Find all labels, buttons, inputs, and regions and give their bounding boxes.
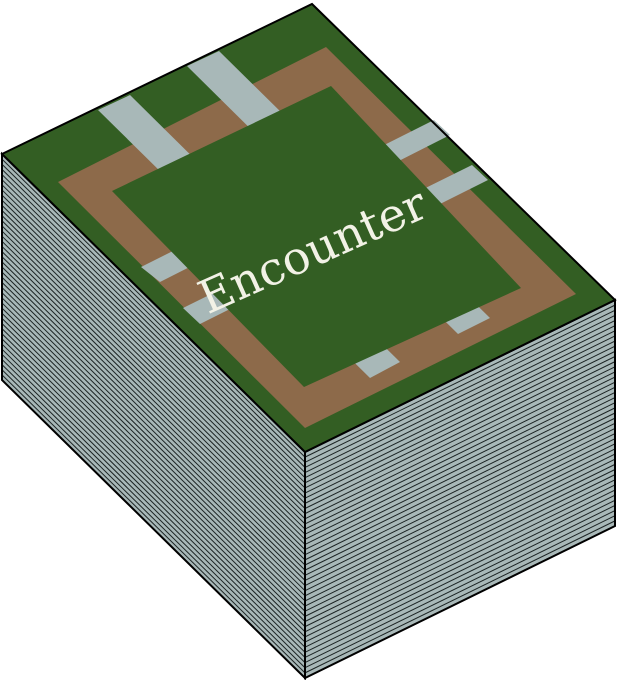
- page-edge-line: [304, 325, 616, 479]
- page-edge-line: [304, 371, 616, 525]
- page-edge-line: [304, 422, 616, 576]
- page-edge-line: [1, 292, 306, 592]
- page-edge-line: [1, 230, 306, 530]
- page-edge-line: [1, 374, 306, 674]
- page-edge-line: [1, 318, 306, 617]
- page-edge-line: [1, 210, 306, 509]
- page-edge-line: [304, 520, 616, 674]
- page-edge-line: [304, 484, 616, 638]
- page-edge-line: [304, 494, 616, 648]
- page-edge-line: [1, 189, 306, 489]
- page-edge-line: [304, 304, 616, 458]
- page-edge-line: [304, 376, 616, 530]
- page-edge-line: [1, 158, 306, 458]
- page-edge-line: [1, 205, 306, 504]
- page-edge-line: [1, 282, 306, 581]
- page-edge-line: [304, 474, 616, 628]
- page-edge-line: [304, 515, 616, 669]
- page-edge-line: [304, 309, 616, 463]
- page-edge-line: [304, 443, 616, 597]
- page-edge-line: [304, 345, 616, 499]
- page-edge-line: [1, 215, 306, 514]
- page-edge-line: [1, 271, 306, 571]
- page-edge-line: [304, 350, 616, 504]
- page-edge-line: [1, 348, 306, 648]
- page-edge-line: [304, 356, 616, 509]
- page-edge-line: [1, 359, 306, 658]
- page-edge-line: [1, 369, 306, 669]
- page-edge-line: [1, 199, 306, 499]
- page-edge-line: [1, 169, 306, 468]
- page-edge-line: [1, 225, 306, 525]
- page-edge-line: [1, 364, 306, 663]
- page-edge-line: [304, 479, 616, 633]
- page-edge-line: [304, 499, 616, 653]
- page-edge-line: [1, 343, 306, 643]
- deck-right-side: [304, 298, 616, 680]
- page-edge-line: [1, 251, 306, 550]
- title-panel: [112, 86, 521, 387]
- page-edge-line: [1, 261, 306, 561]
- page-edge-lines-right: [304, 304, 616, 674]
- page-edge-line: [304, 453, 616, 607]
- page-edge-line: [1, 338, 306, 638]
- page-edge-line: [304, 505, 616, 658]
- page-edge-line: [304, 361, 616, 515]
- page-edge-line: [1, 333, 306, 633]
- page-edge-line: [304, 366, 616, 520]
- page-edge-line: [1, 184, 306, 484]
- page-edge-line: [1, 307, 306, 607]
- page-edge-line: [304, 392, 616, 545]
- page-edge-line: [1, 246, 306, 545]
- page-edge-line: [304, 469, 616, 622]
- page-edge-line: [1, 287, 306, 586]
- page-edge-line: [1, 220, 306, 520]
- page-edge-line: [1, 179, 306, 479]
- page-edge-line: [1, 174, 306, 473]
- page-edge-line: [1, 312, 306, 612]
- page-edge-line: [1, 240, 306, 540]
- page-edge-line: [304, 427, 616, 581]
- page-edge-line: [304, 463, 616, 617]
- page-edge-line: [304, 386, 616, 540]
- page-edge-line: [1, 235, 306, 535]
- page-edge-line: [304, 438, 616, 592]
- page-edge-line: [304, 314, 616, 468]
- page-edge-line: [1, 256, 306, 556]
- page-edge-line: [304, 397, 616, 551]
- page-edge-line: [1, 266, 306, 566]
- deck-left-side: [0, 151, 306, 680]
- page-edge-line: [304, 433, 616, 586]
- page-edge-line: [1, 194, 306, 494]
- page-edge-line: [304, 402, 616, 556]
- page-edge-line: [1, 328, 306, 627]
- page-edge-line: [1, 276, 306, 576]
- page-edge-line: [304, 330, 616, 484]
- page-edge-line: [1, 323, 306, 622]
- page-edge-line: [1, 297, 306, 597]
- deck-top-card: Encounter: [0, 2, 617, 454]
- page-edge-line: [304, 489, 616, 643]
- page-edge-line: [304, 417, 616, 571]
- page-edge-lines-left: [1, 158, 306, 674]
- page-edge-line: [304, 412, 616, 566]
- page-edge-line: [304, 381, 616, 535]
- page-edge-line: [304, 320, 616, 473]
- page-edge-line: [304, 448, 616, 602]
- page-edge-line: [304, 335, 616, 489]
- page-edge-line: [1, 302, 306, 602]
- page-edge-line: [1, 163, 306, 463]
- page-edge-line: [304, 407, 616, 561]
- page-edge-line: [304, 458, 616, 612]
- page-edge-line: [304, 340, 616, 494]
- page-edge-line: [1, 353, 306, 653]
- page-edge-line: [304, 510, 616, 664]
